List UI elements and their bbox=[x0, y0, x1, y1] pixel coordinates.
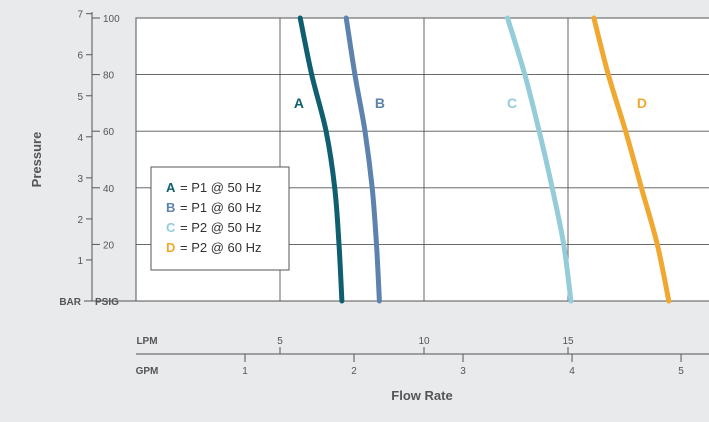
psig-tick-label: 60 bbox=[103, 127, 115, 138]
x-axis-title: Flow Rate bbox=[391, 388, 452, 403]
legend-text: = P1 @ 60 Hz bbox=[180, 200, 262, 215]
legend-text: = P2 @ 50 Hz bbox=[180, 220, 262, 235]
bar-axis-name: BAR bbox=[59, 297, 81, 308]
gpm-tick-label: 3 bbox=[460, 366, 466, 377]
psig-tick-label: 40 bbox=[103, 184, 115, 195]
bar-tick-label: 7 bbox=[77, 10, 83, 21]
curve-d bbox=[591, 15, 672, 304]
bar-tick-label: 3 bbox=[77, 174, 83, 185]
lpm-axis-name: LPM bbox=[136, 336, 157, 347]
bar-tick-label: 1 bbox=[77, 256, 83, 267]
bar-tick-label: 5 bbox=[77, 92, 83, 103]
curve-label-b: B bbox=[375, 95, 385, 111]
curve-label-a: A bbox=[294, 95, 304, 111]
lpm-tick-label: 5 bbox=[277, 336, 283, 347]
psig-axis-name: PSIG bbox=[95, 297, 119, 308]
bar-tick-label: 2 bbox=[77, 215, 83, 226]
psig-tick-label: 80 bbox=[103, 71, 115, 82]
curve-label-d: D bbox=[637, 95, 647, 111]
legend-text: = P2 @ 60 Hz bbox=[180, 240, 262, 255]
gpm-axis-name: GPM bbox=[136, 366, 159, 377]
legend-key: B bbox=[166, 200, 175, 215]
lpm-tick-label: 10 bbox=[418, 336, 430, 347]
legend-key: D bbox=[166, 240, 175, 255]
psig-tick-label: 100 bbox=[103, 14, 120, 25]
curve-b bbox=[343, 15, 382, 304]
legend-box bbox=[150, 166, 290, 271]
legend-text: = P1 @ 50 Hz bbox=[180, 180, 262, 195]
legend-key: A bbox=[166, 180, 176, 195]
bar-tick-label: 6 bbox=[77, 51, 83, 62]
lpm-tick-label: 15 bbox=[562, 336, 574, 347]
gpm-tick-label: 4 bbox=[569, 366, 575, 377]
gpm-tick-label: 1 bbox=[242, 366, 248, 377]
gpm-tick-label: 5 bbox=[678, 366, 684, 377]
curve-a bbox=[297, 15, 345, 304]
curve-c bbox=[505, 15, 574, 304]
legend-key: C bbox=[166, 220, 176, 235]
curve-label-c: C bbox=[507, 95, 517, 111]
bar-tick-label: 4 bbox=[77, 133, 83, 144]
gpm-tick-label: 2 bbox=[351, 366, 357, 377]
y-axis-title: Pressure bbox=[29, 132, 44, 188]
psig-tick-label: 20 bbox=[103, 240, 115, 251]
